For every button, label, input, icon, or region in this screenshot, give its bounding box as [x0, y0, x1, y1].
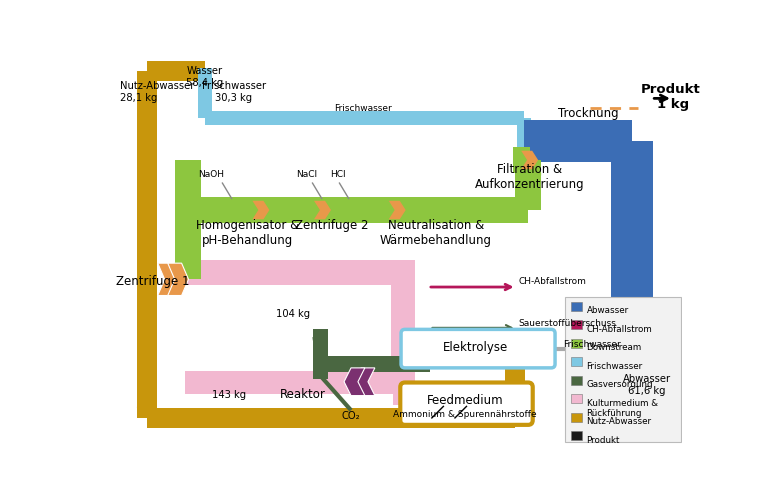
Polygon shape — [515, 173, 541, 199]
Bar — [198, 67, 211, 118]
Text: Elektrolyse: Elektrolyse — [443, 341, 508, 354]
Bar — [513, 147, 530, 173]
Text: Nutz-Abwasser
28,1 kg: Nutz-Abwasser 28,1 kg — [120, 81, 195, 103]
Text: Ammonium & Spurennährstoffe: Ammonium & Spurennährstoffe — [393, 410, 537, 419]
Text: Zentrifuge 2: Zentrifuge 2 — [295, 219, 369, 232]
Bar — [320, 356, 429, 372]
Polygon shape — [252, 201, 269, 219]
Polygon shape — [344, 368, 365, 396]
Bar — [175, 160, 201, 222]
Polygon shape — [388, 201, 406, 219]
Text: Produkt: Produkt — [641, 83, 701, 96]
Text: Downstream: Downstream — [587, 343, 642, 352]
Text: Abwasser
61,6 kg: Abwasser 61,6 kg — [622, 374, 671, 396]
Bar — [147, 61, 204, 81]
Text: Trocknung: Trocknung — [558, 107, 619, 120]
Polygon shape — [521, 151, 538, 169]
Text: Reaktor: Reaktor — [280, 388, 326, 401]
Text: CH-Abfallstrom: CH-Abfallstrom — [519, 277, 587, 286]
Text: Frischwasser: Frischwasser — [334, 104, 391, 113]
Text: Wasser
58,4 kg: Wasser 58,4 kg — [186, 66, 223, 88]
Polygon shape — [611, 329, 653, 370]
Text: CH-Abfallstrom: CH-Abfallstrom — [587, 325, 652, 334]
Bar — [188, 197, 528, 223]
Bar — [572, 394, 582, 403]
Bar — [394, 393, 428, 405]
Bar — [361, 372, 401, 391]
FancyBboxPatch shape — [401, 383, 533, 425]
Text: Produkt: Produkt — [587, 436, 620, 445]
Text: Feedmedium: Feedmedium — [426, 395, 503, 408]
Text: Nutz-Abwasser: Nutz-Abwasser — [587, 417, 652, 426]
Text: Abwasser: Abwasser — [587, 306, 629, 315]
Polygon shape — [158, 263, 179, 295]
Bar — [518, 118, 531, 160]
Text: Frischwasser: Frischwasser — [562, 340, 620, 349]
Text: 1 kg: 1 kg — [657, 98, 689, 111]
Text: Zentrifuge 1: Zentrifuge 1 — [116, 275, 190, 288]
Bar — [185, 260, 415, 394]
Bar — [572, 357, 582, 366]
Polygon shape — [312, 337, 328, 352]
Bar — [572, 320, 582, 329]
Polygon shape — [518, 125, 531, 138]
Bar — [505, 360, 525, 418]
Text: Frischwasser: Frischwasser — [587, 362, 643, 371]
FancyBboxPatch shape — [401, 329, 555, 368]
Text: Homogenisator &
pH-Behandlung: Homogenisator & pH-Behandlung — [196, 219, 299, 247]
Bar — [515, 160, 541, 210]
Text: HCl: HCl — [330, 170, 346, 179]
Polygon shape — [168, 263, 188, 295]
Text: 104 kg: 104 kg — [276, 309, 310, 319]
Text: 143 kg: 143 kg — [212, 390, 246, 400]
Polygon shape — [354, 368, 375, 396]
Bar — [572, 339, 582, 348]
Polygon shape — [505, 388, 525, 408]
Bar — [597, 370, 632, 412]
Bar — [185, 285, 211, 371]
Polygon shape — [175, 240, 201, 266]
Text: NaOH: NaOH — [198, 170, 224, 179]
Bar — [147, 408, 515, 428]
Bar — [204, 111, 524, 125]
Text: Sauerstoffüberschuss: Sauerstoffüberschuss — [519, 319, 616, 328]
Bar — [211, 285, 391, 371]
Polygon shape — [611, 162, 653, 203]
Text: Frischwasser
30,3 kg: Frischwasser 30,3 kg — [202, 81, 266, 103]
Polygon shape — [137, 388, 157, 408]
Text: Gasversorgung: Gasversorgung — [587, 380, 654, 389]
Bar — [572, 431, 582, 440]
Bar — [572, 376, 582, 385]
Text: Kulturmedium &
Rückführung: Kulturmedium & Rückführung — [587, 399, 657, 418]
Polygon shape — [314, 201, 331, 219]
Bar — [137, 71, 157, 418]
Text: Filtration &
Aufkonzentrierung: Filtration & Aufkonzentrierung — [475, 163, 584, 191]
Bar — [524, 120, 632, 162]
Text: CO₂: CO₂ — [342, 411, 360, 421]
Bar — [175, 195, 201, 279]
Bar — [572, 413, 582, 422]
Polygon shape — [422, 337, 437, 352]
Text: NaCl: NaCl — [296, 170, 318, 179]
Text: Neutralisation &
Wärmebehandlung: Neutralisation & Wärmebehandlung — [380, 219, 492, 247]
Bar — [611, 141, 653, 391]
Bar — [312, 329, 328, 379]
Bar — [565, 297, 680, 442]
Bar — [572, 302, 582, 311]
